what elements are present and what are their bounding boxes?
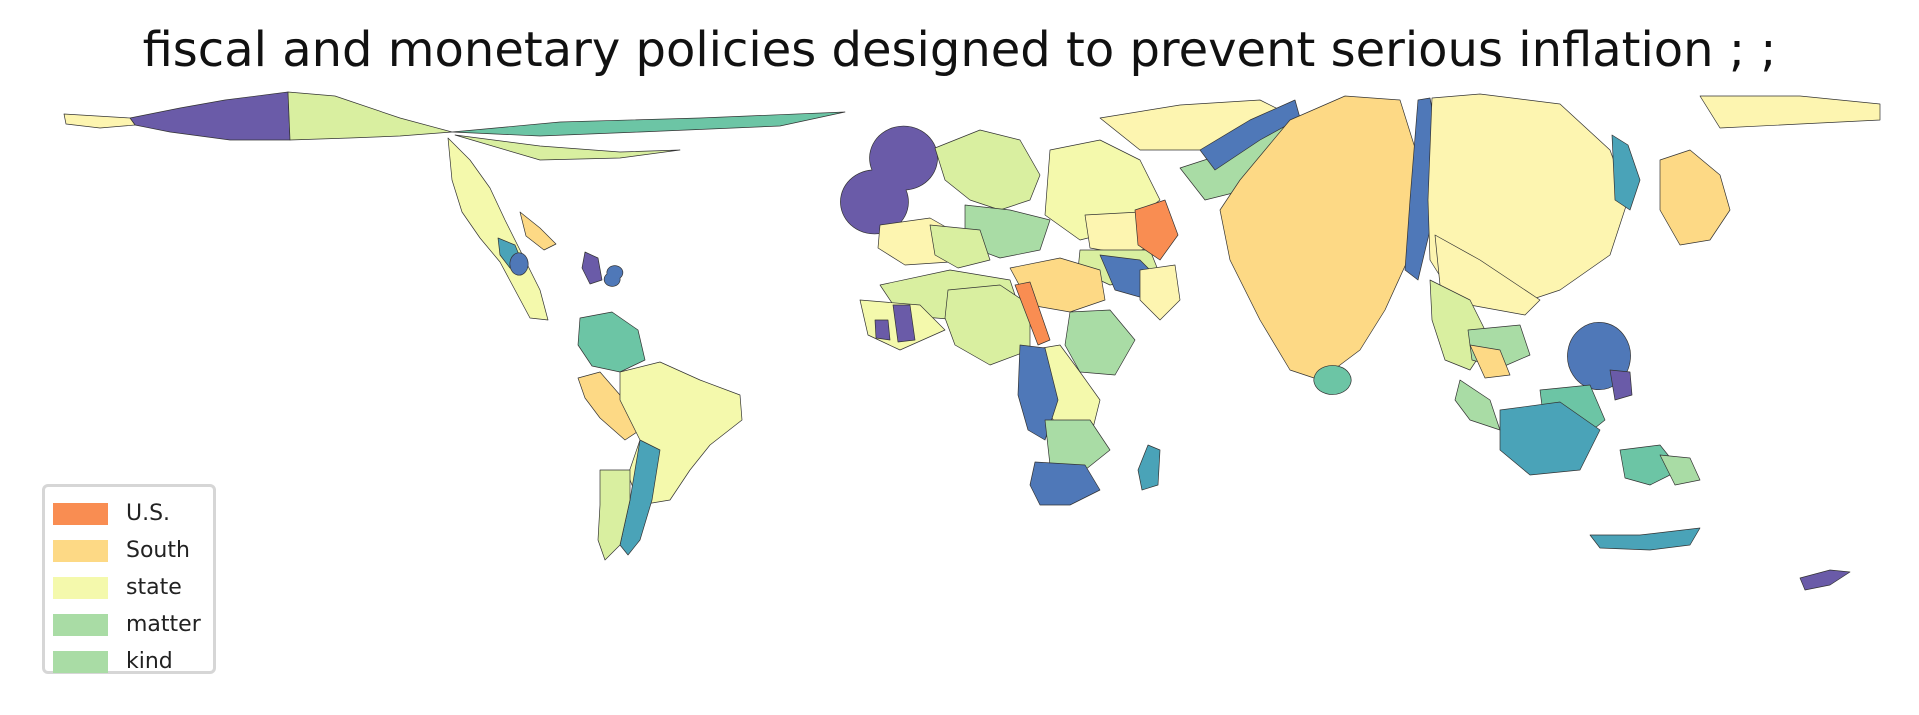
region-philippines-inner (1609, 369, 1633, 401)
region-new-zealand (1799, 569, 1851, 591)
region-korea (1611, 134, 1641, 211)
region-sri-lanka (1313, 365, 1352, 395)
region-japan (1659, 149, 1731, 246)
region-caribbean-1 (519, 211, 557, 251)
legend-label: state (126, 575, 182, 600)
legend-swatch (53, 613, 108, 636)
legend-swatch (53, 576, 108, 599)
region-alaska (129, 91, 291, 141)
legend-item: kind (53, 643, 213, 680)
legend-label: kind (126, 649, 173, 674)
region-north-strip (454, 134, 681, 161)
region-new-guinea (1619, 444, 1681, 486)
region-canada (287, 91, 453, 141)
region-congo (1017, 344, 1059, 441)
region-east-strip (1699, 95, 1881, 129)
map-legend: U.S. South state matter kind (42, 484, 216, 674)
region-scandinavia (934, 129, 1041, 211)
region-west-africa-2 (874, 319, 891, 341)
region-china (1427, 93, 1629, 311)
legend-item: matter (53, 606, 213, 643)
region-india (1219, 95, 1426, 381)
legend-swatch (53, 502, 108, 525)
region-papua (1659, 454, 1701, 486)
legend-swatch (53, 650, 108, 673)
region-west-strip (63, 113, 136, 129)
legend-item: South (53, 532, 213, 569)
legend-label: matter (126, 612, 201, 637)
map-title: fiscal and monetary policies designed to… (142, 22, 1777, 78)
region-sumatra (1454, 379, 1501, 431)
region-south-africa (1029, 461, 1101, 506)
region-nigeria (944, 284, 1031, 366)
region-caribbean-3 (603, 265, 624, 287)
legend-label: South (126, 538, 190, 563)
region-west-africa-1 (892, 304, 916, 343)
region-australia-strip (1589, 527, 1701, 551)
region-caribbean-4 (509, 252, 529, 276)
region-colombia-venezuela (577, 311, 646, 373)
region-iran (1134, 199, 1179, 261)
region-central-america (447, 137, 549, 321)
region-uk (840, 125, 938, 235)
region-caribbean-2 (581, 251, 603, 285)
region-gulf-yellow (1139, 264, 1181, 321)
region-peru (577, 371, 641, 441)
region-argentina (597, 469, 631, 561)
region-southern-africa (1044, 419, 1111, 471)
region-red-strip (1014, 281, 1051, 346)
legend-item: U.S. (53, 495, 213, 532)
region-greenland-strip (451, 111, 846, 137)
region-myanmar (1469, 344, 1511, 379)
legend-item: state (53, 569, 213, 606)
region-horn (1064, 309, 1136, 376)
region-indonesia (1499, 401, 1601, 476)
legend-label: U.S. (126, 501, 171, 526)
region-madagascar (1137, 444, 1161, 491)
region-france (929, 224, 991, 269)
legend-swatch (53, 539, 108, 562)
